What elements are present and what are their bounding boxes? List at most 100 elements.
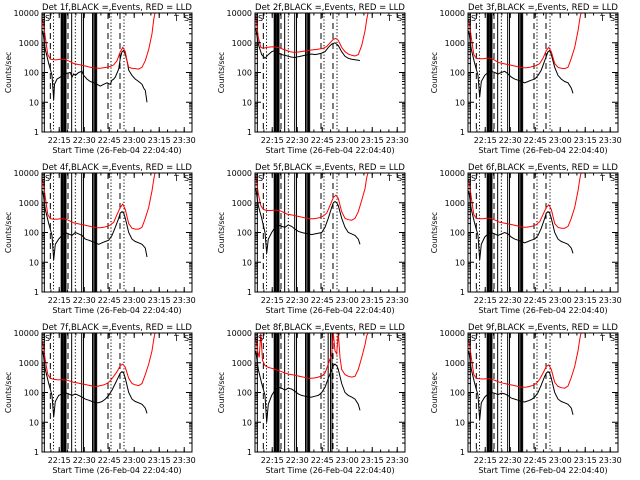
y-tick-label: 1	[34, 448, 39, 457]
y-tick-label: 100	[450, 69, 465, 78]
annotation-label: T	[386, 334, 392, 343]
x-axis-label: Start Time (26-Feb-04 22:04:40)	[478, 466, 607, 475]
annotation-label: T	[173, 174, 179, 183]
y-axis-label: Counts/sec	[430, 52, 439, 93]
x-tick-label: 23:00	[123, 296, 146, 305]
chart-panel-5: 1 10 100 1000 10000 22:15 22:30 22:45 23:00 23:15…	[217, 163, 409, 315]
x-tick-label: 23:30	[173, 296, 196, 305]
x-tick-label: 22:30	[499, 136, 522, 145]
x-axis-label: Start Time (26-Feb-04 22:04:40)	[52, 146, 181, 155]
y-tick-label: 10	[29, 258, 39, 267]
y-tick-label: 1000	[445, 39, 465, 48]
annotation-label: S	[184, 174, 189, 183]
annotation-label: S	[471, 334, 476, 343]
y-tick-label: 1000	[19, 199, 39, 208]
x-tick-label: 23:15	[361, 456, 384, 465]
x-tick-label: 22:45	[524, 296, 547, 305]
y-axis-label: Counts/sec	[430, 212, 439, 253]
plot-area	[42, 13, 156, 132]
chart-panel-3: 1 10 100 1000 10000 22:15 22:30 22:45 23:00 23:15…	[430, 3, 622, 155]
annotation-label: S	[258, 174, 263, 183]
series-events-line	[468, 350, 574, 420]
y-tick-label: 100	[237, 229, 252, 238]
y-axis-label: Counts/sec	[4, 52, 13, 93]
chart-title: Det 6f,BLACK =,Events, RED = LLD	[468, 163, 618, 173]
x-axis-label: Start Time (26-Feb-04 22:04:40)	[478, 146, 607, 155]
chart-panel-6: 1 10 100 1000 10000 22:15 22:30 22:45 23:00 23:15…	[430, 163, 622, 315]
y-axis-label: Counts/sec	[430, 372, 439, 413]
chart-panel-1: 1 10 100 1000 10000 22:15 22:30 22:45 23:00 23:15…	[4, 3, 196, 155]
x-tick-label: 22:15	[261, 296, 284, 305]
x-tick-label: 22:30	[499, 296, 522, 305]
x-tick-label: 22:30	[73, 456, 96, 465]
y-tick-label: 1000	[445, 199, 465, 208]
series-lld-line	[42, 333, 156, 387]
chart-title: Det 1f,BLACK =,Events, RED = LLD	[42, 3, 192, 13]
annotation-label: S	[45, 334, 50, 343]
x-tick-label: 23:30	[386, 456, 409, 465]
annotation-label: S	[258, 14, 263, 23]
y-axis-label: Counts/sec	[217, 372, 226, 413]
series-events-line	[42, 350, 148, 418]
series-events-line	[42, 190, 148, 260]
y-tick-label: 1000	[232, 199, 252, 208]
x-tick-label: 23:00	[123, 456, 146, 465]
x-tick-label: 22:30	[286, 296, 309, 305]
annotation-label: S	[397, 334, 402, 343]
annotation-label: T	[173, 14, 179, 23]
y-tick-label: 1	[460, 128, 465, 137]
annotation-label: S	[184, 334, 189, 343]
chart-title: Det 2f,BLACK =,Events, RED = LLD	[255, 3, 405, 13]
x-tick-label: 23:00	[336, 456, 359, 465]
y-tick-label: 10000	[440, 169, 465, 178]
series-lld-line	[468, 13, 582, 70]
x-tick-label: 22:45	[98, 136, 121, 145]
y-tick-label: 1	[247, 448, 252, 457]
y-tick-label: 1	[460, 288, 465, 297]
annotation-label: T	[173, 334, 179, 343]
y-tick-label: 10000	[14, 9, 39, 18]
plot-area	[42, 333, 156, 452]
y-axis-label: Counts/sec	[217, 212, 226, 253]
y-tick-label: 10000	[227, 169, 252, 178]
chart-panel-9: 1 10 100 1000 10000 22:15 22:30 22:45 23:00 23:15…	[430, 323, 622, 475]
annotation-label: T	[386, 174, 392, 183]
x-tick-label: 23:30	[599, 296, 622, 305]
x-tick-label: 22:45	[524, 136, 547, 145]
chart-title: Det 4f,BLACK =,Events, RED = LLD	[42, 163, 192, 173]
x-tick-label: 23:15	[574, 296, 597, 305]
x-tick-label: 23:00	[123, 136, 146, 145]
y-tick-label: 10	[242, 98, 252, 107]
x-tick-label: 23:15	[148, 136, 171, 145]
series-lld-line	[255, 173, 369, 221]
y-tick-label: 100	[237, 69, 252, 78]
y-tick-label: 10	[455, 98, 465, 107]
annotation-label: S	[471, 174, 476, 183]
annotation-label: S	[397, 14, 402, 23]
x-axis-label: Start Time (26-Feb-04 22:04:40)	[478, 306, 607, 315]
annotation-label: S	[397, 174, 402, 183]
x-tick-label: 22:15	[474, 456, 497, 465]
y-tick-label: 10	[242, 258, 252, 267]
plot-area	[255, 333, 369, 452]
annotation-label: S	[610, 334, 615, 343]
y-tick-label: 1000	[232, 359, 252, 368]
annotation-label: S	[610, 174, 615, 183]
series-lld-line	[42, 13, 156, 70]
x-tick-label: 23:15	[148, 296, 171, 305]
y-tick-label: 10	[29, 98, 39, 107]
y-axis-label: Counts/sec	[217, 52, 226, 93]
y-tick-label: 10000	[440, 9, 465, 18]
annotation-label: S	[471, 14, 476, 23]
x-tick-label: 22:15	[474, 136, 497, 145]
y-tick-label: 100	[450, 229, 465, 238]
x-tick-label: 23:00	[336, 296, 359, 305]
y-tick-label: 1000	[19, 39, 39, 48]
x-tick-label: 22:45	[311, 136, 334, 145]
annotation-label: T	[599, 174, 605, 183]
y-tick-label: 10	[455, 258, 465, 267]
y-axis-label: Counts/sec	[4, 372, 13, 413]
y-tick-label: 10000	[227, 329, 252, 338]
y-axis-label: Counts/sec	[4, 212, 13, 253]
